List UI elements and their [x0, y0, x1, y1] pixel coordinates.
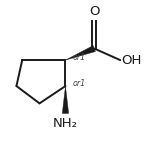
Polygon shape [62, 86, 69, 114]
Text: or1: or1 [73, 79, 86, 88]
Text: OH: OH [122, 54, 142, 67]
Text: O: O [89, 5, 99, 18]
Text: or1: or1 [73, 53, 86, 62]
Polygon shape [65, 46, 95, 60]
Text: NH₂: NH₂ [53, 117, 78, 130]
